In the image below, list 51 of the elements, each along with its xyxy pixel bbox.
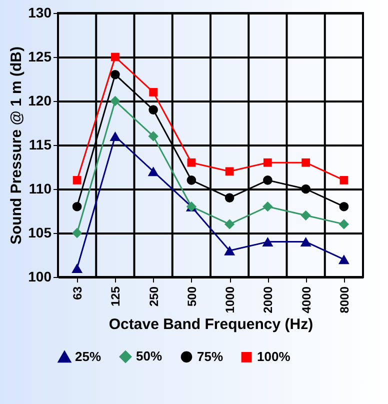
- legend-label: 50%: [136, 348, 162, 364]
- x-tick-label: 500: [184, 286, 199, 307]
- x-tick-label: 4000: [299, 286, 314, 314]
- y-tick-label: 130: [28, 4, 52, 20]
- point: [72, 263, 83, 273]
- point: [263, 176, 272, 185]
- x-tick-label: 125: [108, 286, 123, 307]
- x-axis-title: Octave Band Frequency (Hz): [108, 316, 314, 334]
- point: [300, 237, 312, 247]
- point: [148, 131, 158, 142]
- point: [187, 158, 196, 167]
- point: [300, 210, 311, 220]
- x-tick-label: 1000: [223, 286, 238, 314]
- y-tick-label: 125: [28, 48, 52, 64]
- y-tick-label: 120: [28, 92, 52, 108]
- legend-label: 25%: [75, 348, 102, 364]
- point: [224, 193, 234, 202]
- y-tick-label: 110: [28, 180, 52, 196]
- legend-label: 75%: [197, 348, 224, 364]
- point: [186, 176, 196, 185]
- x-tick-label: 63: [70, 286, 85, 300]
- x-tick-label: 250: [146, 286, 161, 307]
- point: [302, 158, 310, 167]
- point: [224, 246, 236, 256]
- point: [72, 202, 82, 212]
- point: [262, 202, 273, 212]
- x-tick-label: 2000: [261, 286, 276, 314]
- point: [338, 254, 350, 264]
- point: [72, 176, 82, 184]
- point: [110, 96, 120, 106]
- legend-label: 100%: [257, 349, 291, 364]
- point: [262, 237, 274, 247]
- point: [148, 166, 159, 176]
- point: [225, 167, 234, 176]
- point: [340, 176, 348, 184]
- point: [338, 219, 350, 230]
- point: [339, 202, 349, 212]
- y-tick-label: 100: [28, 268, 52, 284]
- y-tick-label: 115: [28, 136, 52, 152]
- point: [149, 88, 158, 96]
- point: [224, 219, 235, 230]
- point: [301, 184, 310, 194]
- point: [72, 228, 82, 238]
- point: [110, 131, 121, 141]
- point: [264, 158, 272, 167]
- point: [110, 70, 120, 80]
- point: [111, 52, 120, 62]
- y-tick-label: 105: [28, 224, 52, 240]
- point: [148, 105, 158, 114]
- y-axis-title: Sound Pressure @ 1 m (dB): [8, 46, 26, 244]
- x-tick-label: 8000: [337, 286, 352, 314]
